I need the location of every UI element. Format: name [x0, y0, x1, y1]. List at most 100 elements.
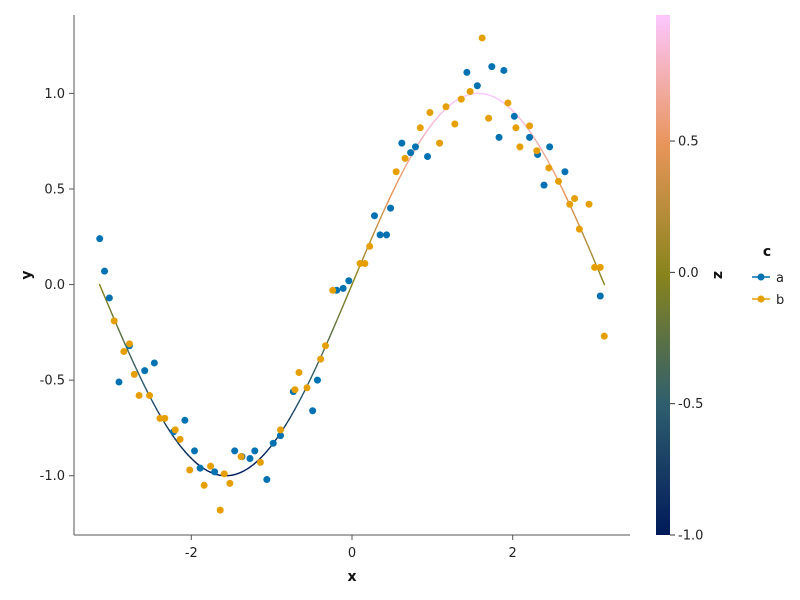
sine-curve-segment — [133, 363, 139, 373]
data-point-b — [295, 369, 303, 376]
sine-curve-segment — [335, 313, 341, 323]
sine-curve-segment — [180, 446, 186, 453]
sine-curve-segment — [572, 210, 577, 220]
sine-curve-segment — [174, 438, 180, 445]
data-point-b — [516, 143, 524, 151]
sine-curve-segment — [136, 370, 142, 379]
sine-curve-segment — [562, 190, 568, 199]
data-point-b — [130, 370, 138, 378]
sine-curve-segment — [310, 370, 315, 379]
y-axis-ticks: -1.0 -0.5 0.0 0.5 1.0 — [40, 87, 74, 484]
sine-curve-segment — [108, 306, 113, 316]
sine-curve-segment — [392, 183, 397, 192]
sine-curve-segment — [436, 113, 442, 119]
data-point-b — [451, 120, 459, 128]
data-point-a — [263, 476, 271, 484]
sine-curve-segment — [288, 413, 293, 421]
sine-curve-segment — [370, 231, 375, 241]
colorbar-title: z — [710, 271, 726, 279]
data-point-b — [176, 435, 184, 443]
sine-curve-segment — [338, 306, 344, 316]
data-point-b — [361, 260, 369, 268]
data-point-b — [207, 462, 215, 470]
data-point-b — [125, 340, 133, 348]
data-point-a — [407, 149, 415, 157]
sine-curve-segment — [543, 154, 549, 162]
sine-curve-segment — [291, 408, 296, 416]
data-point-a — [526, 133, 534, 141]
sine-curve-segment — [376, 217, 382, 227]
data-point-b — [571, 195, 579, 203]
sine-curve-segment — [259, 454, 265, 459]
data-point-b — [317, 355, 325, 363]
sine-curve-segment — [386, 197, 391, 206]
data-point-a — [196, 464, 204, 472]
sine-curve-segment — [297, 396, 303, 404]
x-tick-label: -2 — [185, 546, 198, 561]
y-tick-label: 0.5 — [44, 182, 65, 197]
sine-curve-segment — [294, 402, 300, 410]
sine-curve-segment — [509, 107, 514, 112]
data-point-b — [485, 114, 493, 122]
legend-swatch-marker — [757, 295, 765, 303]
data-point-a — [488, 63, 496, 71]
legend-entry-a: a — [752, 271, 784, 286]
sine-curve-segment — [165, 424, 170, 431]
sine-curve-segment — [404, 159, 410, 167]
data-point-a — [191, 447, 199, 455]
sine-curve-segment — [518, 117, 524, 123]
sine-curve-segment — [439, 110, 445, 115]
sine-curve-segment — [559, 183, 565, 192]
sine-curve-segment — [521, 120, 527, 127]
data-point-b — [566, 200, 574, 208]
data-point-b — [329, 286, 337, 294]
sine-curve-segment — [155, 408, 161, 416]
data-point-b — [416, 124, 424, 132]
data-point-a — [105, 294, 113, 302]
data-point-a — [473, 82, 481, 90]
data-point-b — [220, 470, 228, 478]
data-point-a — [115, 378, 123, 386]
data-point-a — [596, 292, 604, 300]
data-point-b — [591, 263, 599, 271]
legend-swatch-marker — [757, 273, 765, 281]
x-tick-label: 2 — [509, 546, 517, 561]
data-point-a — [309, 407, 317, 415]
data-point-b — [120, 347, 128, 355]
data-point-a — [231, 447, 239, 455]
sine-curve-segment — [326, 335, 331, 345]
sine-curve-segment — [420, 133, 426, 140]
data-point-b — [110, 317, 118, 325]
sine-curve — [98, 92, 606, 477]
data-point-a — [376, 231, 384, 239]
data-point-a — [269, 439, 277, 447]
data-point-b — [457, 95, 465, 103]
sine-curve-segment — [187, 454, 192, 459]
sine-curve-segment — [417, 138, 423, 145]
data-point-b — [291, 386, 299, 394]
sine-curve-segment — [537, 143, 543, 151]
data-point-a — [561, 168, 569, 176]
data-point-b — [401, 154, 409, 162]
sine-curve-segment — [401, 165, 407, 173]
sine-curve-segment — [117, 328, 123, 338]
data-point-b — [512, 124, 520, 132]
data-point-b — [554, 177, 562, 185]
data-point-b — [356, 260, 364, 268]
sine-curve-segment — [398, 171, 404, 180]
sine-curve-segment — [430, 120, 435, 127]
data-point-a — [96, 235, 104, 243]
data-point-b — [276, 426, 284, 434]
data-point-b — [585, 200, 593, 208]
sine-curve-segment — [332, 321, 337, 330]
data-point-a — [345, 277, 353, 285]
sine-curve-segment — [348, 283, 353, 293]
sine-curve-segment — [584, 239, 590, 248]
sine-curve-segment — [600, 276, 606, 286]
sine-curve-segment — [527, 129, 533, 136]
y-tick-label: -0.5 — [40, 374, 65, 389]
data-point-a — [276, 432, 284, 440]
data-point-b — [600, 332, 608, 340]
data-point-b — [200, 481, 208, 489]
